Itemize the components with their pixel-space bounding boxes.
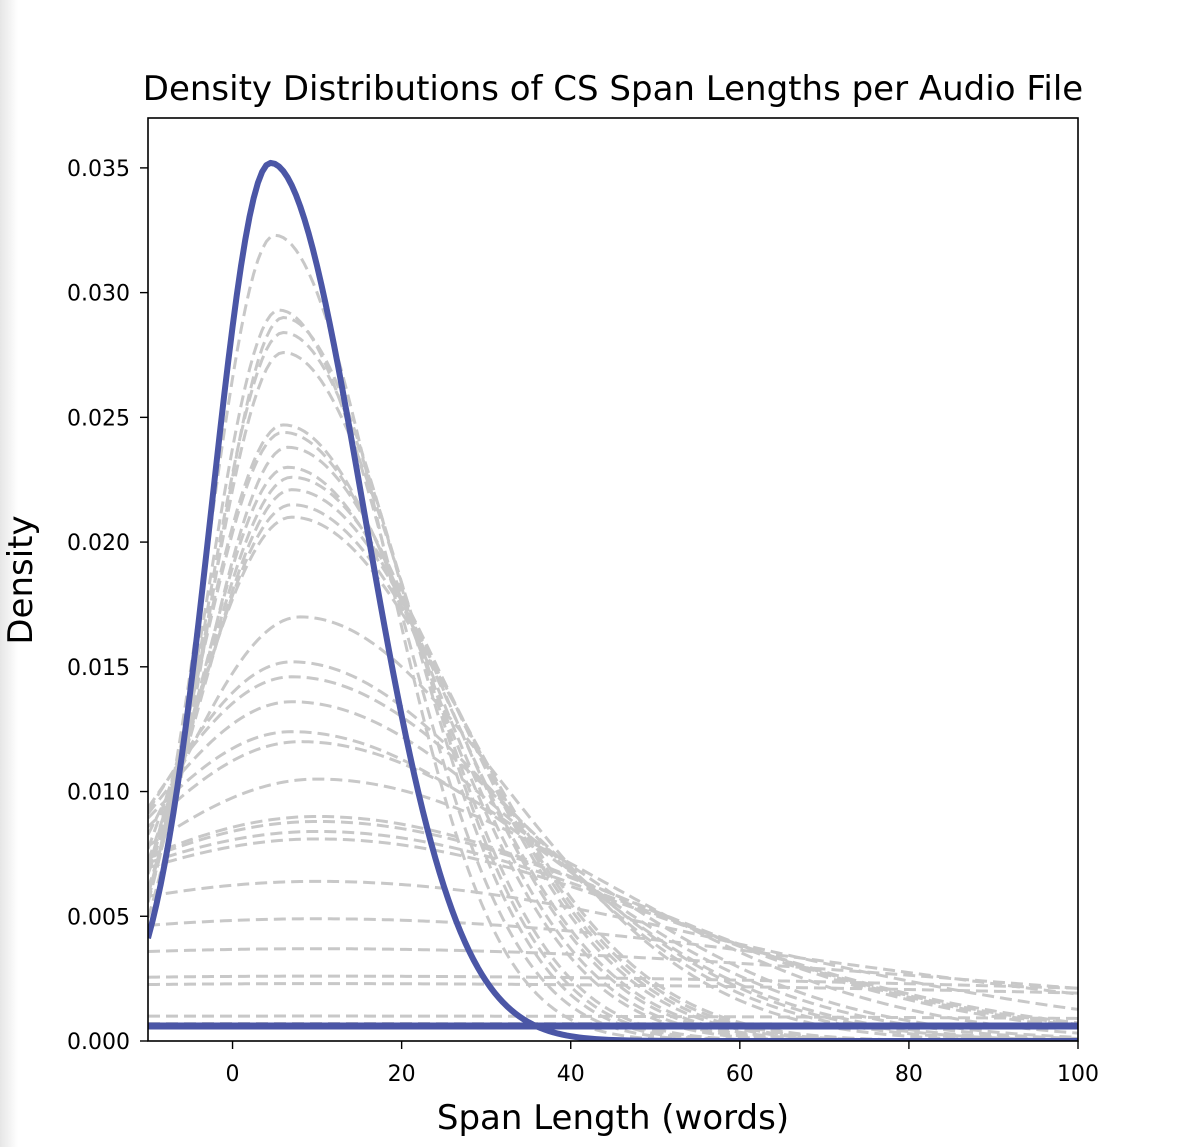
density-curve-dashed [148,660,1078,1041]
density-curve-dashed [148,615,1078,1041]
density-curve-dashed [148,475,1078,1041]
density-curve-dashed [148,974,1078,990]
y-tick-label: 0.020 [67,531,130,556]
y-tick-label: 0.035 [67,157,130,182]
x-tick-label: 40 [557,1062,585,1087]
density-curve-dashed [148,233,1078,1041]
density-curve-dashed [148,675,1078,1041]
density-curve-dashed [148,331,1078,1041]
plot-frame [147,117,1079,1042]
density-curve-dashed [148,515,1078,1041]
x-tick-label: 60 [726,1062,754,1087]
y-tick-label: 0.030 [67,282,130,307]
density-curve-dashed [148,465,1078,1041]
y-tick-label: 0.015 [67,656,130,681]
density-curve-dashed [148,445,1078,1041]
density-curve-dashed [148,700,1078,1041]
density-curve-highlight [148,159,1078,1041]
density-curve-dashed [148,829,1078,1026]
x-tick-label: 20 [388,1062,416,1087]
density-curve-dashed [148,982,1078,995]
density-curve-dashed [148,947,1078,990]
density-curve-dashed [148,350,1078,1041]
y-axis-ticks: 0.000 0.005 0.010 0.015 0.020 0.025 0.030 0.035 [67,157,148,1055]
y-tick-label: 0.025 [67,406,130,431]
highlight-curve-group [148,159,1078,1041]
y-tick-label: 0.005 [67,905,130,930]
x-tick-label: 80 [895,1062,923,1087]
density-curve-dashed [148,917,1078,996]
density-curve-dashed [148,777,1078,1035]
page-edge-shadow [0,0,18,1147]
density-curve-dashed [148,814,1078,1029]
density-curve-dashed [148,488,1078,1041]
density-curve-dashed [148,430,1078,1041]
y-tick-label: 0.000 [67,1030,130,1055]
chart-title: Density Distributions of CS Span Lengths… [143,69,1083,109]
density-curve-dashed [148,730,1078,1040]
y-axis-label: Density [1,515,41,644]
density-curve-dashed [148,837,1078,1025]
x-axis-label: Span Length (words) [437,1098,789,1138]
x-tick-label: 0 [226,1062,240,1087]
x-tick-label: 100 [1057,1062,1099,1087]
density-curve-dashed [148,308,1078,1041]
background-curves-group [148,233,1078,1041]
density-curve-dashed [148,1014,1078,1020]
density-curve-dashed [148,503,1078,1041]
x-axis-ticks: 0 20 40 60 80 100 [226,1041,1099,1087]
y-tick-label: 0.010 [67,781,130,806]
density-curve-dashed [148,740,1078,1039]
